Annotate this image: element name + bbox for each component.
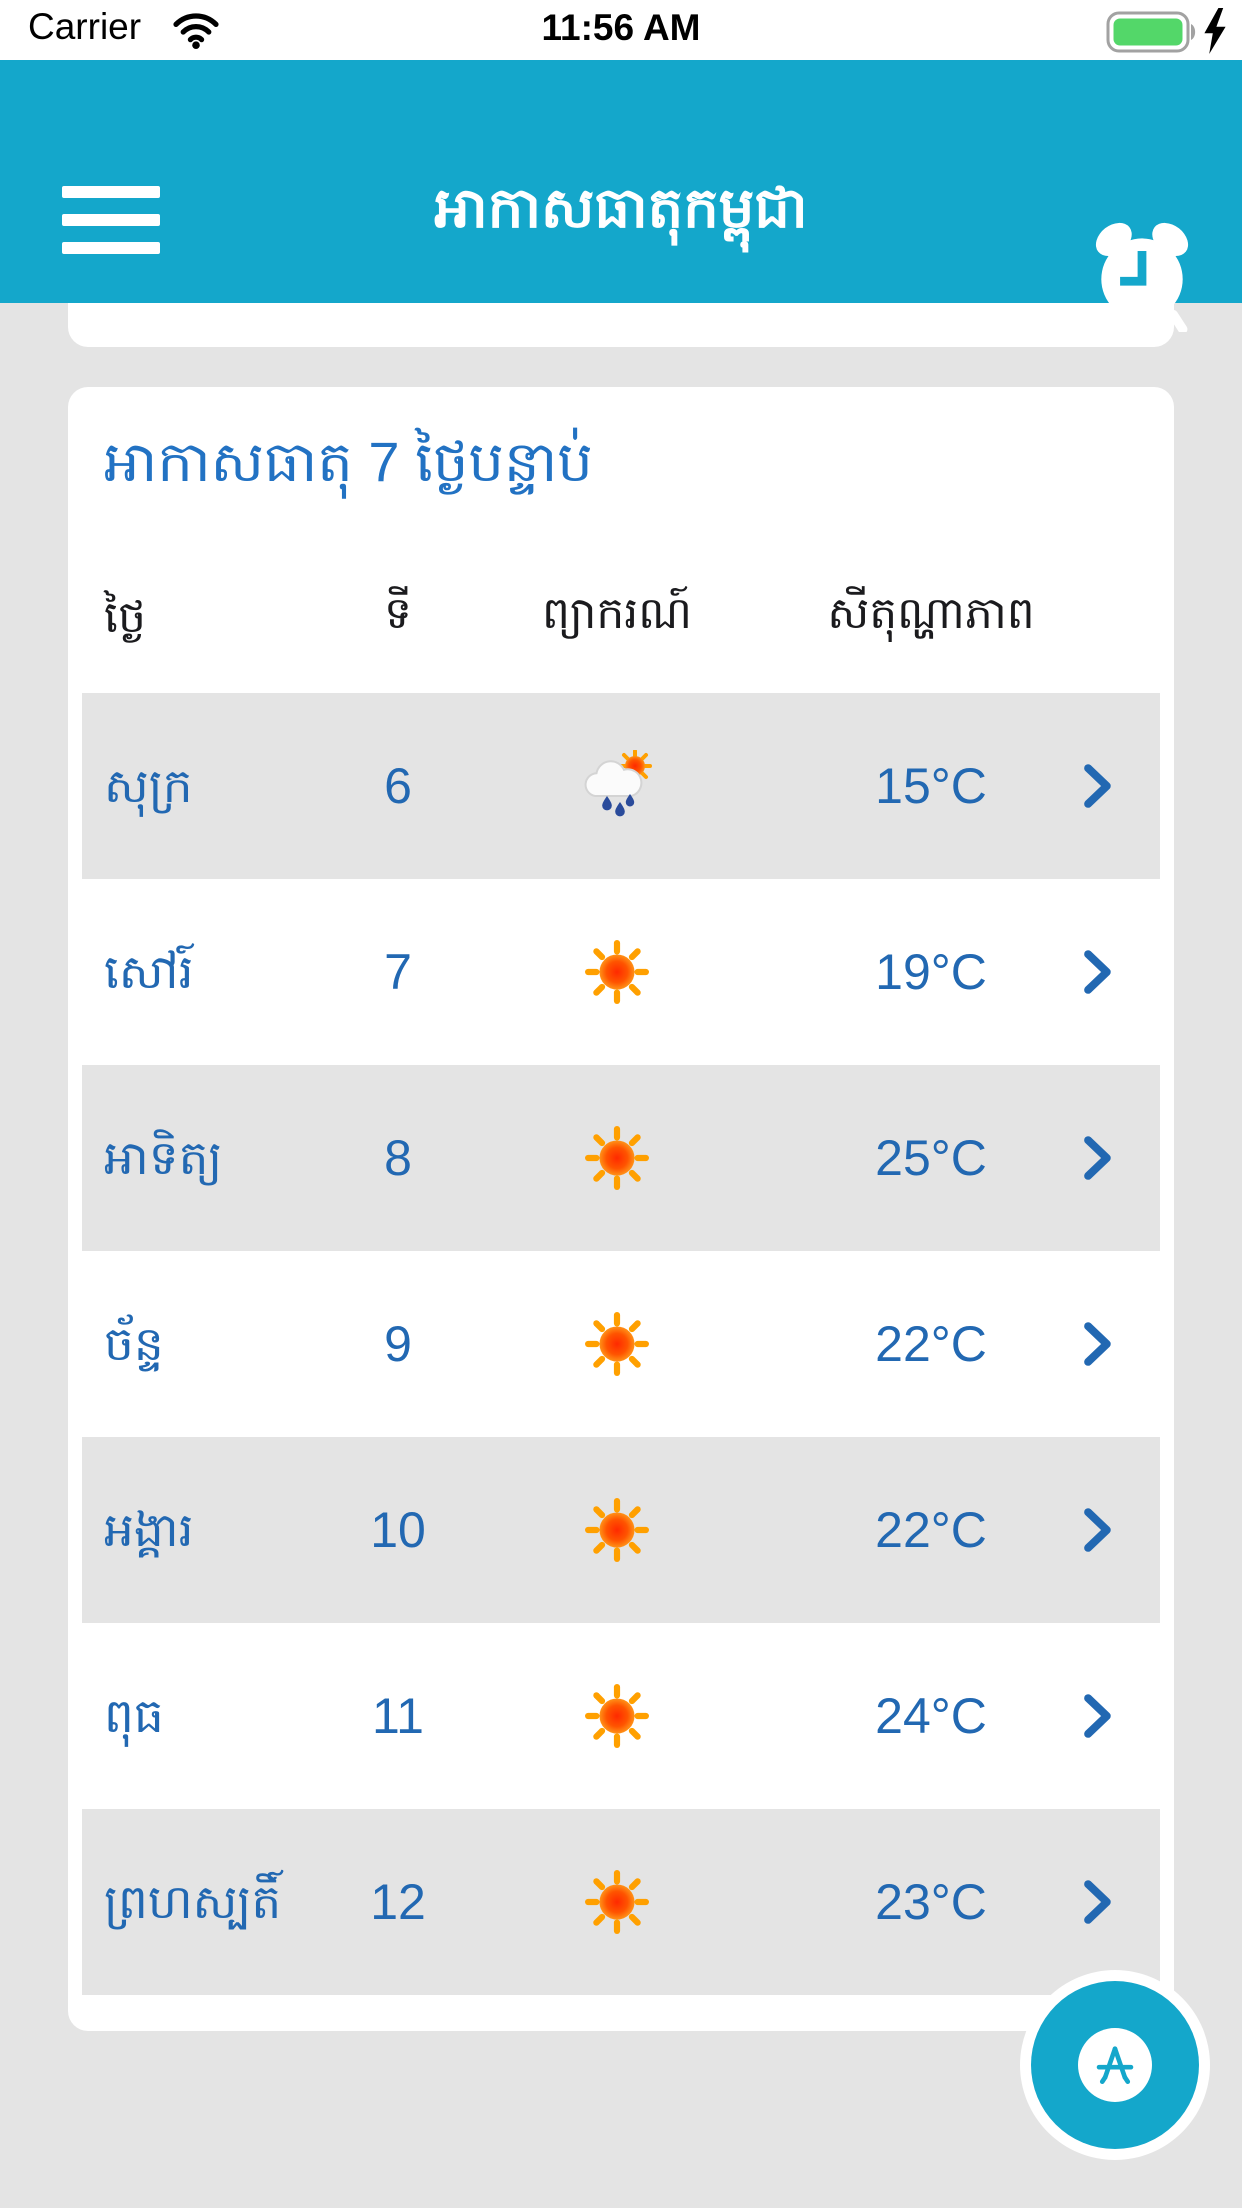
chevron-right-icon — [1067, 1319, 1127, 1369]
sun-icon — [585, 1870, 649, 1934]
temperature-value: 22°C — [875, 1502, 987, 1558]
day-label: ពុធ — [104, 1688, 164, 1742]
page-title: អាកាសធាតុកម្ពុជា — [434, 176, 808, 239]
app-header: អាកាសធាតុកម្ពុជា — [0, 60, 1242, 334]
forecast-table: ថ្ងៃ ទី ព្យាករណ៍ សីតុណ្ហាភាព សុក្រ 6 — [82, 543, 1160, 1995]
temperature-value: 22°C — [875, 1316, 987, 1372]
temperature-value: 23°C — [875, 1874, 987, 1930]
clock-time: 11:56 AM — [541, 7, 701, 48]
column-header-day: ថ្ងៃ — [104, 593, 146, 642]
chevron-right-icon — [1067, 761, 1127, 811]
column-header-date: ទី — [384, 589, 412, 638]
day-label: អង្គារ — [104, 1502, 194, 1556]
sun-icon — [585, 940, 649, 1004]
date-value: 10 — [370, 1502, 426, 1558]
temperature-value: 15°C — [875, 758, 987, 814]
previous-card-partial — [68, 303, 1174, 347]
sun-behind-rain-cloud-icon — [584, 750, 652, 817]
chevron-right-icon — [1067, 1877, 1127, 1927]
chevron-right-icon — [1067, 947, 1127, 997]
fab-circle — [1031, 1981, 1199, 2149]
table-header-row: ថ្ងៃ ទី ព្យាករណ៍ សីតុណ្ហាភាព — [82, 543, 1160, 693]
weather-icon-cell — [547, 1125, 687, 1191]
date-value: 12 — [370, 1874, 426, 1930]
weather-icon-cell — [547, 1311, 687, 1377]
forecast-row[interactable]: អាទិត្យ 8 25°C — [82, 1065, 1160, 1251]
battery-icon — [1106, 11, 1196, 53]
day-label: សុក្រ — [104, 758, 193, 812]
day-label: សៅរ៍ — [104, 944, 194, 998]
weather-icon-cell — [547, 750, 687, 822]
forecast-row[interactable]: ច័ន្ទ 9 22°C — [82, 1251, 1160, 1437]
sun-icon — [585, 1126, 649, 1190]
sun-icon — [585, 1312, 649, 1376]
sun-icon — [585, 1498, 649, 1562]
weather-icon-cell — [547, 1683, 687, 1749]
temperature-value: 19°C — [875, 944, 987, 1000]
app-store-icon — [1078, 2028, 1152, 2102]
forecast-row[interactable]: អង្គារ 10 22°C — [82, 1437, 1160, 1623]
card-title: អាកាសធាតុ 7 ថ្ងៃបន្ទាប់ — [104, 430, 593, 493]
charging-bolt-icon — [1204, 8, 1226, 54]
column-header-forecast: ព្យាករណ៍ — [542, 589, 692, 638]
fab-app-store-button[interactable] — [1020, 1970, 1210, 2160]
chevron-right-icon — [1067, 1505, 1127, 1555]
menu-bar — [62, 214, 160, 226]
weather-icon-cell — [547, 939, 687, 1005]
date-value: 9 — [384, 1316, 412, 1372]
date-value: 7 — [384, 944, 412, 1000]
weather-icon-cell — [547, 1869, 687, 1935]
status-bar: Carrier 11:56 AM — [0, 0, 1242, 60]
forecast-row[interactable]: ព្រហស្បតិ៍ 12 23°C — [82, 1809, 1160, 1995]
day-label: ព្រហស្បតិ៍ — [104, 1874, 282, 1928]
forecast-row[interactable]: សៅរ៍ 7 19°C — [82, 879, 1160, 1065]
forecast-row[interactable]: សុក្រ 6 15°C — [82, 693, 1160, 879]
forecast-card: អាកាសធាតុ 7 ថ្ងៃបន្ទាប់ ថ្ងៃ ទី ព្យាករណ៍… — [68, 387, 1174, 2031]
hamburger-menu-icon[interactable] — [62, 186, 160, 258]
carrier-label: Carrier — [28, 6, 142, 47]
column-header-temp: សីតុណ្ហាភាព — [827, 589, 1035, 638]
temperature-value: 25°C — [875, 1130, 987, 1186]
menu-bar — [62, 242, 160, 254]
day-label: អាទិត្យ — [104, 1130, 223, 1184]
weather-icon-cell — [547, 1497, 687, 1563]
menu-bar — [62, 186, 160, 198]
date-value: 11 — [372, 1688, 424, 1744]
chevron-right-icon — [1067, 1133, 1127, 1183]
chevron-right-icon — [1067, 1691, 1127, 1741]
forecast-table-body: សុក្រ 6 15°C — [82, 693, 1160, 1995]
sun-icon — [585, 1684, 649, 1748]
wifi-icon — [173, 13, 219, 49]
date-value: 6 — [384, 758, 412, 814]
day-label: ច័ន្ទ — [104, 1316, 164, 1370]
temperature-value: 24°C — [875, 1688, 987, 1744]
date-value: 8 — [384, 1130, 412, 1186]
forecast-row[interactable]: ពុធ 11 24°C — [82, 1623, 1160, 1809]
